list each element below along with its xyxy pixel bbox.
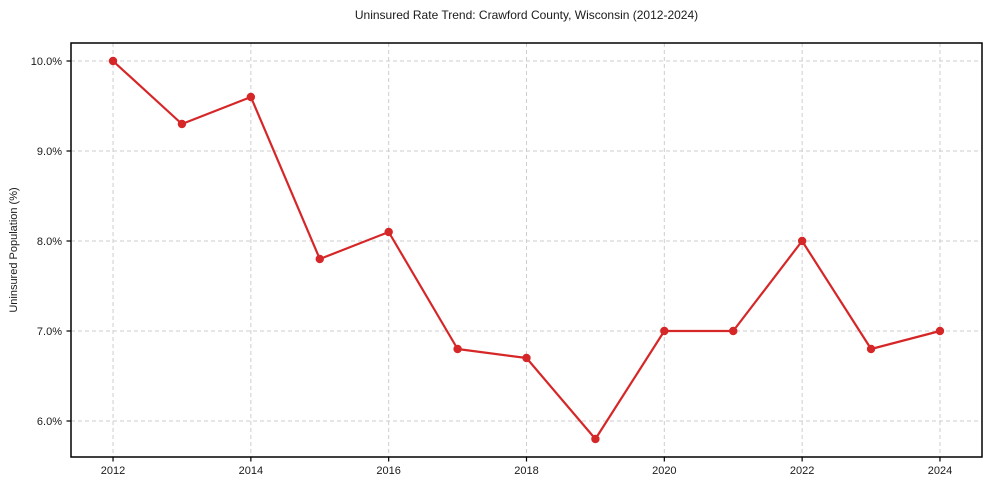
data-point-2018 xyxy=(522,353,531,363)
x-tick-label: 2014 xyxy=(239,465,263,477)
x-tick-label: 2024 xyxy=(928,465,952,477)
data-point-2020 xyxy=(660,326,669,336)
data-point-2013 xyxy=(177,119,187,129)
x-tick-label: 2018 xyxy=(514,465,538,477)
data-point-2022 xyxy=(797,236,807,246)
x-tick-label: 2020 xyxy=(652,465,676,477)
data-point-2014 xyxy=(246,92,256,102)
x-tick-label: 2012 xyxy=(101,465,125,477)
x-tick-label: 2022 xyxy=(790,465,814,477)
y-tick-label: 10.0% xyxy=(31,56,62,68)
y-tick-label: 7.0% xyxy=(37,326,62,338)
data-point-2012 xyxy=(108,56,118,66)
y-tick-label: 8.0% xyxy=(37,236,62,248)
data-point-2015 xyxy=(315,254,324,264)
y-tick-label: 6.0% xyxy=(37,416,62,428)
chart-title: Uninsured Rate Trend: Crawford County, W… xyxy=(354,8,699,22)
data-point-2021 xyxy=(729,326,738,336)
data-point-2019 xyxy=(591,434,600,444)
data-point-2024 xyxy=(935,326,945,336)
x-tick-label: 2016 xyxy=(376,465,400,477)
data-point-2023 xyxy=(866,344,876,354)
data-point-2016 xyxy=(384,227,393,237)
y-tick-label: 9.0% xyxy=(37,146,62,158)
data-point-2017 xyxy=(453,344,462,354)
